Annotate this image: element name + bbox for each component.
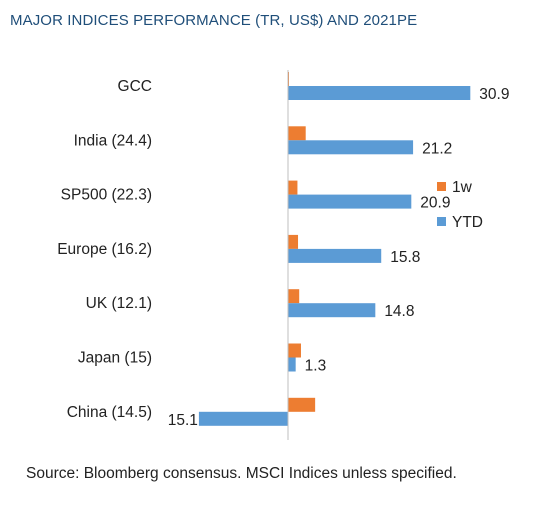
legend: 1w YTD: [437, 179, 483, 231]
bar-ytd: [288, 357, 296, 372]
bar-ytd: [198, 411, 288, 426]
data-label-ytd: 1.3: [305, 358, 327, 375]
bar-1w: [288, 180, 298, 195]
bar-1w: [288, 289, 300, 304]
bar-1w: [288, 234, 299, 249]
category-labels: GCC India (24.4) SP500 (22.3) Europe (16.2)…: [57, 78, 152, 421]
category-label: Europe (16.2): [57, 241, 152, 258]
legend-label-1w: 1w: [452, 179, 473, 196]
data-label-ytd: 20.9: [420, 195, 450, 212]
category-label: China (14.5): [67, 404, 152, 421]
bar-ytd: [288, 140, 414, 155]
category-label: SP500 (22.3): [61, 187, 152, 204]
bar-1w: [288, 126, 306, 141]
data-label-ytd: 14.8: [384, 303, 414, 320]
bar-1w: [288, 397, 316, 412]
chart-title: MAJOR INDICES PERFORMANCE (TR, US$) AND …: [10, 12, 418, 29]
category-label: GCC: [118, 78, 152, 95]
category-label: UK (12.1): [86, 295, 152, 312]
source-note: Source: Bloomberg consensus. MSCI Indice…: [26, 465, 457, 482]
bar-1w: [288, 343, 301, 358]
bar-ytd: [288, 303, 376, 318]
bar-ytd: [288, 194, 412, 209]
data-label-ytd: 15.1: [168, 412, 198, 429]
legend-swatch-ytd: [437, 217, 446, 226]
data-label-ytd: 21.2: [422, 140, 452, 157]
bar-ytd: [288, 248, 382, 263]
data-label-ytd: 30.9: [479, 86, 509, 103]
series-1w-bars: [288, 72, 316, 412]
legend-swatch-1w: [437, 182, 446, 191]
legend-label-ytd: YTD: [452, 214, 483, 231]
data-labels: 30.9 21.2 20.9 15.8 14.8 1.3 15.1: [168, 86, 510, 429]
category-label: India (24.4): [74, 132, 152, 149]
data-label-ytd: 15.8: [390, 249, 420, 266]
series-ytd-bars: [198, 86, 471, 426]
bar-ytd: [288, 86, 471, 100]
category-label: Japan (15): [78, 350, 152, 367]
